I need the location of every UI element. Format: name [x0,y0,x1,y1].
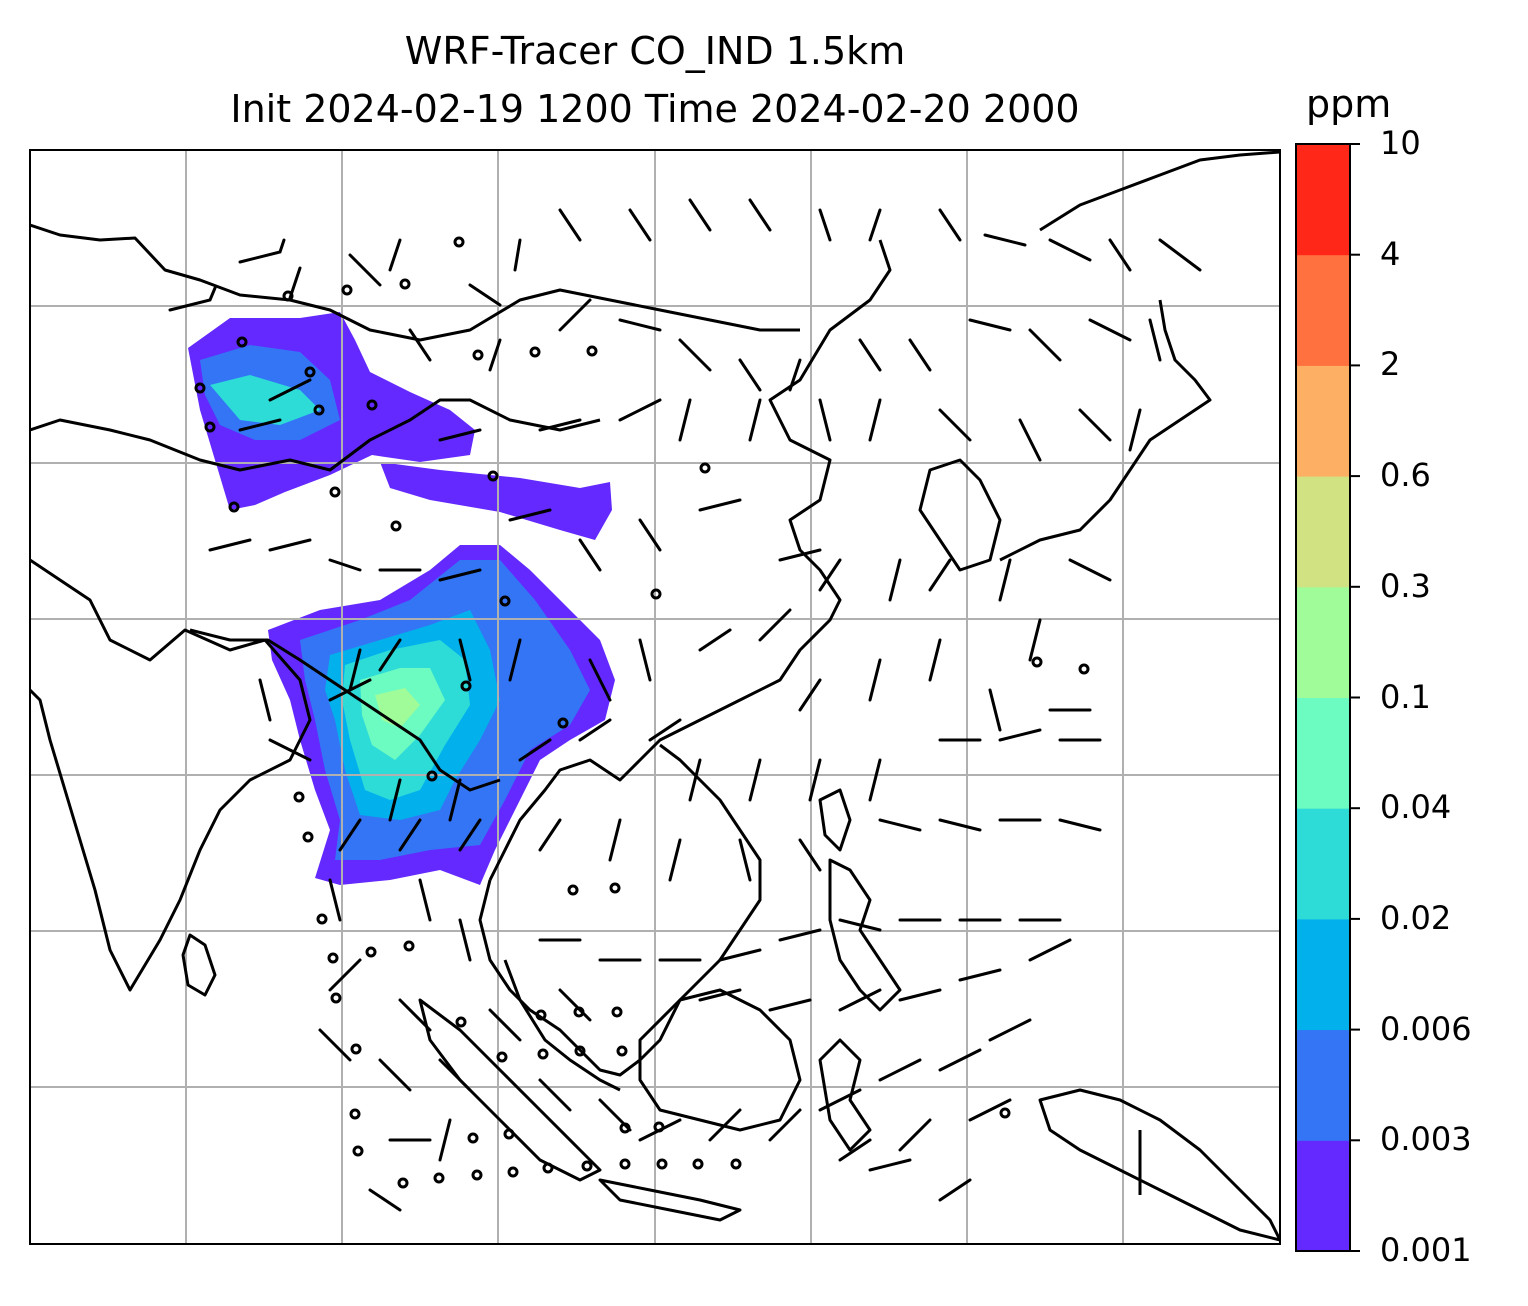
coast-india [30,558,312,992]
wind-barbs [168,198,1202,1212]
calm-circles [194,236,1090,1189]
colorbar-unit: ppm [1306,82,1392,126]
coast-borneo [638,988,802,1132]
colorbar-tick-label: 0.02 [1380,898,1452,937]
colorbar-segment [1296,144,1350,256]
coast-philippines [828,858,902,1012]
colorbar-tick-label: 0.003 [1380,1120,1472,1159]
colorbar-segment [1296,808,1350,920]
colorbar-segment [1296,918,1350,1031]
tracer-shading [188,312,615,885]
colorbar-tick-label: 0.3 [1380,566,1431,605]
colorbar [1295,143,1360,1252]
colorbar-segment [1296,586,1350,698]
colorbar-segment [1296,365,1350,477]
colorbar-tick-label: 0.1 [1380,677,1431,716]
gridlines [30,150,1280,1244]
border-himalaya [189,628,501,792]
border-china-north [30,223,800,342]
colorbar-segment [1296,1140,1350,1252]
coast-russia-east [1039,150,1280,232]
colorbar-segment [1296,697,1350,809]
coast-korea [918,458,1002,572]
coast-sri-lanka [181,933,217,997]
coast-japan [999,299,1212,562]
coast-new-guinea [1038,1088,1280,1242]
coast-java [598,1178,742,1222]
chart-title-line1: WRF-Tracer CO_IND 1.5km [404,29,906,73]
coast-taiwan [818,788,852,852]
colorbar-tick-label: 0.6 [1380,456,1431,495]
colorbar-segment [1296,476,1350,588]
colorbar-tick-label: 0.001 [1380,1231,1472,1269]
colorbar-tick-label: 0.006 [1380,1009,1472,1048]
colorbar-segment [1296,1029,1350,1141]
map-frame [29,149,1281,1245]
colorbar-tick-label: 0.04 [1380,788,1452,827]
coastlines [30,150,1280,1242]
colorbar-tick-label: 4 [1380,234,1401,273]
colorbar-segment [1296,254,1350,366]
coast-malay [503,959,621,1092]
plume-streak [380,462,612,540]
coast-sulawesi [818,1038,872,1152]
border-china-west [30,398,601,472]
chart-title-line2: Init 2024-02-19 1200 Time 2024-02-20 200… [230,87,1080,131]
colorbar-tick-label: 10 [1380,124,1421,162]
plume-northwest-inner [210,375,320,425]
colorbar-tick-label: 2 [1380,345,1401,384]
